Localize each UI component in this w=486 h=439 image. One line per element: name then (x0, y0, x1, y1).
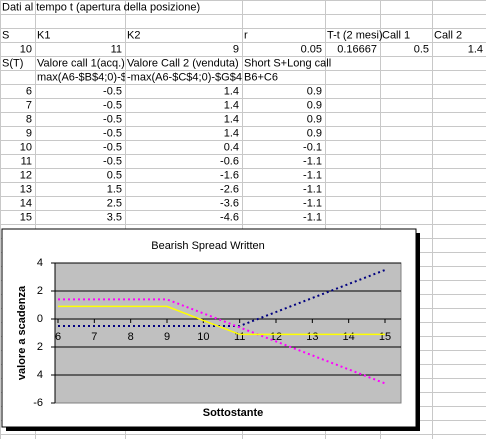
y-tick-label: 2 (37, 285, 43, 297)
cell-number: 7 (26, 99, 32, 111)
y-tick-label: 4 (37, 257, 43, 269)
cell-number: -1.1 (303, 155, 322, 167)
cell-text: B6+C6 (244, 71, 278, 83)
cell-number: -0.5 (103, 113, 122, 125)
cell-number: 0.9 (307, 113, 322, 125)
cell-number: 2.5 (107, 197, 122, 209)
cell-number: -0.5 (103, 155, 122, 167)
cell-number: 0.4 (224, 141, 239, 153)
cell-number: 0.5 (414, 43, 429, 55)
cell-number: -0.5 (103, 85, 122, 97)
cell-number: 0.5 (107, 169, 122, 181)
cell-number: 12 (20, 169, 32, 181)
cell-text: K2 (127, 29, 140, 41)
cell-text: K1 (37, 29, 50, 41)
cell-number: 10 (20, 43, 32, 55)
cell-number: -1.6 (220, 169, 239, 181)
cell-number: -1.1 (303, 211, 322, 223)
cell-number: -0.5 (103, 141, 122, 153)
x-tick-label: 9 (164, 331, 170, 343)
plot-area (54, 262, 402, 404)
cell-number: 10 (20, 141, 32, 153)
cell-number: -0.5 (103, 127, 122, 139)
y-tick-label: 4 (37, 369, 43, 381)
cell-text: Valore call 1(acq.) (37, 57, 125, 69)
cell-number: -1.1 (303, 169, 322, 181)
x-tick-label: 13 (306, 331, 318, 343)
x-tick-label: 14 (343, 331, 355, 343)
cell-text: -max(A6-$C$4;0)-$G$4 (127, 71, 242, 83)
cell-number: 15 (20, 211, 32, 223)
cell-number: 1.4 (224, 113, 239, 125)
cell-number: 11 (111, 43, 122, 55)
y-tick-label: 0 (37, 313, 43, 325)
cell-number: 1.4 (224, 99, 239, 111)
cell-number: -0.5 (103, 99, 122, 111)
cell-text: Valore Call 2 (venduta) (127, 57, 239, 69)
cell-number: 0.05 (301, 43, 322, 55)
cell-number: -1.1 (303, 197, 322, 209)
cell-number: 8 (26, 113, 32, 125)
cell-number: -2.6 (220, 183, 239, 195)
y-axis-label: valore a scadenza (16, 285, 28, 380)
cell-number: -0.6 (220, 155, 239, 167)
cell-number: 1.4 (468, 43, 483, 55)
cell-text: max(A6-$B$4;0)-$F (37, 71, 134, 83)
x-tick-label: 6 (55, 331, 61, 343)
x-tick-label: 7 (91, 331, 97, 343)
cell-number: 1.4 (224, 85, 239, 97)
cell-number: 11 (21, 155, 32, 167)
series-line (58, 305, 385, 336)
cell-number: 0.9 (307, 127, 322, 139)
cell-text: Call 2 (434, 29, 462, 41)
cell-number: -0.1 (303, 141, 322, 153)
cell-number: -3.6 (220, 197, 239, 209)
cell-number: 0.9 (307, 99, 322, 111)
cell-number: -1.1 (303, 183, 322, 195)
chart-title: Bearish Spread Written (151, 240, 265, 252)
cell-number: 0.9 (307, 85, 322, 97)
cell-text: Short S+Long call (244, 57, 331, 69)
cell-text: Call 1 (382, 29, 410, 41)
cell-number: -4.6 (220, 211, 239, 223)
x-tick-label: 11 (234, 331, 245, 343)
cell-number: 0.16667 (337, 43, 377, 55)
cell-text: S(T) (2, 57, 23, 69)
cell-number: 3.5 (107, 211, 122, 223)
cell-text: T-t (2 mesi) (327, 29, 383, 41)
cell-number: 14 (20, 197, 32, 209)
y-tick-label: -6 (33, 397, 43, 409)
cell-number: 6 (26, 85, 32, 97)
cell-number: 9 (26, 127, 32, 139)
cell-number: 1.4 (224, 127, 239, 139)
x-axis-label: Sottostante (203, 407, 264, 419)
x-tick-label: 8 (128, 331, 134, 343)
cell-number: 1.5 (107, 183, 122, 195)
x-tick-label: 15 (379, 331, 391, 343)
cell-number: 9 (233, 43, 239, 55)
cell-text: S (2, 29, 9, 41)
cell-number: 13 (20, 183, 32, 195)
cell-text: r (244, 29, 248, 41)
cell-text: Dati al tempo t (apertura della posizion… (2, 1, 200, 13)
x-tick-label: 10 (197, 331, 209, 343)
y-tick-label: 2 (37, 341, 43, 353)
